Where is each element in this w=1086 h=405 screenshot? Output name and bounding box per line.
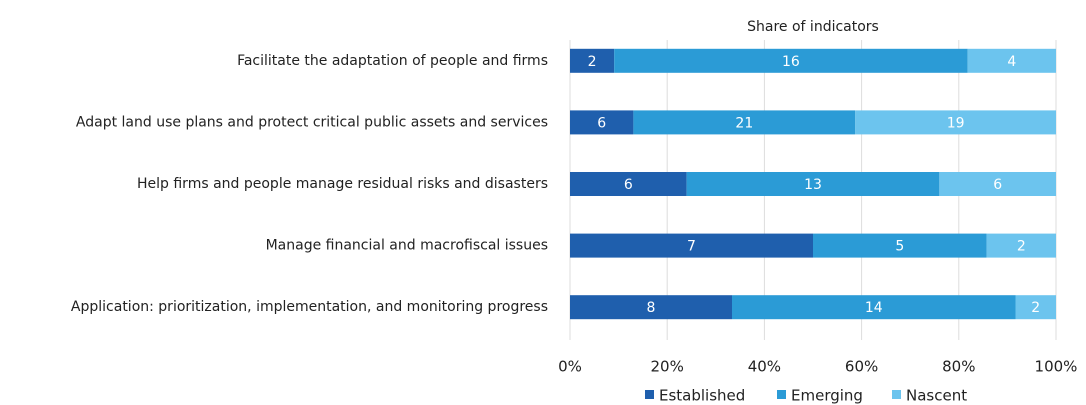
data-label: 6	[993, 177, 1002, 193]
chart-title: Share of indicators	[747, 19, 879, 35]
bar-segment	[614, 48, 968, 73]
data-label: 2	[588, 54, 597, 70]
data-label: 21	[735, 115, 753, 131]
legend-label: Established	[659, 387, 745, 405]
category-label: Application: prioritization, implementat…	[71, 299, 548, 315]
bar-segment	[939, 172, 1056, 196]
data-label: 16	[782, 54, 800, 70]
bar-segment	[570, 172, 687, 196]
data-label: 4	[1007, 54, 1016, 70]
bar-segment	[855, 110, 1056, 135]
data-label: 7	[687, 239, 696, 255]
bar-segment	[570, 233, 813, 258]
category-label: Help firms and people manage residual ri…	[137, 176, 548, 192]
bar-segment	[686, 172, 940, 196]
category-label: Facilitate the adaptation of people and …	[237, 53, 548, 69]
bar-segment	[986, 233, 1056, 258]
x-tick-label: 20%	[651, 358, 684, 376]
data-label: 14	[865, 300, 883, 316]
x-tick-label: 60%	[845, 358, 878, 376]
bar-segment	[813, 233, 987, 258]
legend-label: Emerging	[791, 387, 863, 405]
data-label: 2	[1017, 239, 1026, 255]
data-label: 2	[1031, 300, 1040, 316]
data-label: 19	[947, 115, 965, 131]
x-tick-label: 40%	[748, 358, 781, 376]
data-label: 13	[804, 177, 822, 193]
x-tick-label: 0%	[558, 358, 582, 376]
data-label: 8	[647, 300, 656, 316]
data-label: 5	[895, 239, 904, 255]
bar-segment	[967, 48, 1056, 73]
bar-segment	[570, 110, 634, 135]
legend-swatch	[645, 390, 654, 399]
category-label: Adapt land use plans and protect critica…	[76, 114, 548, 130]
bar-segment	[1015, 295, 1056, 320]
legend-swatch	[777, 390, 786, 399]
data-label: 6	[624, 177, 633, 193]
bar-segment	[570, 48, 615, 73]
x-tick-label: 80%	[942, 358, 975, 376]
bar-segment	[732, 295, 1016, 320]
legend-swatch	[892, 390, 901, 399]
legend-label: Nascent	[906, 387, 967, 405]
x-tick-label: 100%	[1035, 358, 1078, 376]
category-label: Manage financial and macrofiscal issues	[266, 238, 548, 254]
bar-segment	[633, 110, 856, 135]
data-label: 6	[597, 115, 606, 131]
bar-segment	[570, 295, 732, 320]
